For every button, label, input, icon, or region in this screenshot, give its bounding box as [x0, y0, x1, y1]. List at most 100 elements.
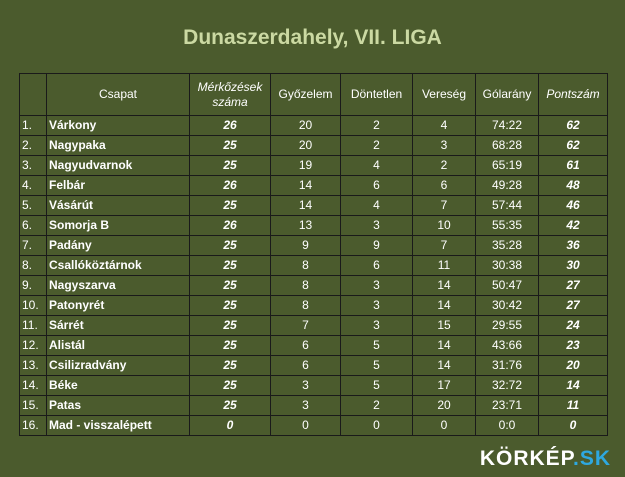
cell-rank: 8.	[19, 255, 47, 276]
cell-wins: 14	[270, 175, 341, 196]
cell-wins: 8	[270, 275, 341, 296]
cell-goals: 29:55	[475, 315, 539, 336]
cell-draws: 4	[340, 155, 413, 176]
cell-draws: 6	[340, 255, 413, 276]
cell-rank: 4.	[19, 175, 47, 196]
cell-goals: 57:44	[475, 195, 539, 216]
table-row: 6. Somorja B 26 13 3 10 55:35 42	[19, 215, 608, 236]
table-body: 1. Várkony 26 20 2 4 74:22 62 2. Nagypaka 25 20 2 3 68…	[19, 115, 608, 436]
cell-played: 25	[189, 195, 271, 216]
cell-wins: 3	[270, 375, 341, 396]
cell-points: 48	[538, 175, 608, 196]
cell-rank: 9.	[19, 275, 47, 296]
cell-draws: 2	[340, 395, 413, 416]
cell-points: 42	[538, 215, 608, 236]
cell-wins: 20	[270, 135, 341, 156]
table-row: 5. Vásárút 25 14 4 7 57:44 46	[19, 195, 608, 216]
header-draws: Döntetlen	[340, 73, 413, 116]
cell-points: 62	[538, 115, 608, 136]
header-points: Pontszám	[538, 73, 608, 116]
cell-played: 25	[189, 235, 271, 256]
cell-wins: 9	[270, 235, 341, 256]
cell-draws: 3	[340, 315, 413, 336]
cell-played: 26	[189, 215, 271, 236]
table-row: 8. Csallóköztárnok 25 8 6 11 30:38 30	[19, 255, 608, 276]
cell-wins: 13	[270, 215, 341, 236]
cell-played: 25	[189, 395, 271, 416]
cell-points: 61	[538, 155, 608, 176]
page-title: Dunaszerdahely, VII. LIGA	[183, 26, 442, 49]
cell-losses: 17	[412, 375, 476, 396]
cell-rank: 10.	[19, 295, 47, 316]
cell-losses: 4	[412, 115, 476, 136]
cell-rank: 6.	[19, 215, 47, 236]
cell-team: Nagyszarva	[46, 275, 190, 296]
cell-wins: 14	[270, 195, 341, 216]
table-row: 7. Padány 25 9 9 7 35:28 36	[19, 235, 608, 256]
cell-team: Vásárút	[46, 195, 190, 216]
cell-points: 11	[538, 395, 608, 416]
cell-draws: 3	[340, 295, 413, 316]
cell-team: Béke	[46, 375, 190, 396]
table-row: 3. Nagyudvarnok 25 19 4 2 65:19 61	[19, 155, 608, 176]
cell-draws: 2	[340, 135, 413, 156]
cell-points: 62	[538, 135, 608, 156]
cell-goals: 35:28	[475, 235, 539, 256]
table-row: 13. Csilizradvány 25 6 5 14 31:76 20	[19, 355, 608, 376]
cell-points: 30	[538, 255, 608, 276]
cell-points: 27	[538, 295, 608, 316]
cell-team: Sárrét	[46, 315, 190, 336]
cell-team: Várkony	[46, 115, 190, 136]
table-row: 12. Alistál 25 6 5 14 43:66 23	[19, 335, 608, 356]
table-row: 9. Nagyszarva 25 8 3 14 50:47 27	[19, 275, 608, 296]
cell-goals: 49:28	[475, 175, 539, 196]
cell-losses: 14	[412, 335, 476, 356]
cell-draws: 3	[340, 215, 413, 236]
table-header-row: Csapat Mérkőzések száma Győzelem Döntetl…	[19, 73, 608, 116]
cell-points: 20	[538, 355, 608, 376]
cell-played: 25	[189, 335, 271, 356]
cell-goals: 65:19	[475, 155, 539, 176]
cell-losses: 10	[412, 215, 476, 236]
cell-losses: 14	[412, 355, 476, 376]
cell-losses: 11	[412, 255, 476, 276]
cell-draws: 9	[340, 235, 413, 256]
cell-team: Patas	[46, 395, 190, 416]
table-row: 16. Mad - visszalépett 0 0 0 0 0:0 0	[19, 415, 608, 436]
table-row: 15. Patas 25 3 2 20 23:71 11	[19, 395, 608, 416]
cell-played: 25	[189, 315, 271, 336]
cell-rank: 11.	[19, 315, 47, 336]
cell-wins: 19	[270, 155, 341, 176]
cell-rank: 12.	[19, 335, 47, 356]
cell-losses: 2	[412, 155, 476, 176]
cell-team: Alistál	[46, 335, 190, 356]
cell-points: 27	[538, 275, 608, 296]
cell-played: 25	[189, 255, 271, 276]
cell-goals: 30:38	[475, 255, 539, 276]
cell-draws: 3	[340, 275, 413, 296]
cell-played: 26	[189, 115, 271, 136]
cell-played: 25	[189, 275, 271, 296]
cell-team: Nagypaka	[46, 135, 190, 156]
cell-goals: 0:0	[475, 415, 539, 436]
header-rank	[19, 73, 47, 116]
cell-team: Patonyrét	[46, 295, 190, 316]
cell-team: Felbár	[46, 175, 190, 196]
cell-played: 25	[189, 135, 271, 156]
cell-wins: 8	[270, 295, 341, 316]
cell-goals: 68:28	[475, 135, 539, 156]
cell-rank: 7.	[19, 235, 47, 256]
cell-draws: 5	[340, 375, 413, 396]
header-played: Mérkőzések száma	[189, 73, 271, 116]
cell-wins: 7	[270, 315, 341, 336]
cell-points: 36	[538, 235, 608, 256]
cell-rank: 15.	[19, 395, 47, 416]
cell-goals: 31:76	[475, 355, 539, 376]
cell-points: 24	[538, 315, 608, 336]
cell-team: Csallóköztárnok	[46, 255, 190, 276]
cell-played: 25	[189, 155, 271, 176]
league-table: Csapat Mérkőzések száma Győzelem Döntetl…	[19, 73, 608, 436]
cell-team: Padány	[46, 235, 190, 256]
table-row: 11. Sárrét 25 7 3 15 29:55 24	[19, 315, 608, 336]
cell-goals: 32:72	[475, 375, 539, 396]
